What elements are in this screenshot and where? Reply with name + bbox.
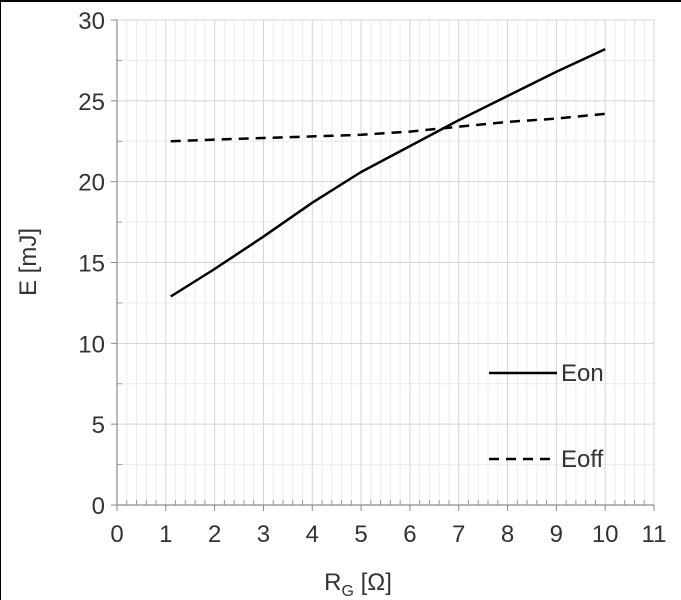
series-lines	[170, 47, 606, 298]
y-tick-label: 5	[92, 412, 105, 439]
x-tick-label: 9	[550, 521, 563, 548]
grid	[116, 19, 655, 506]
legend: Eon Eoff	[489, 360, 604, 473]
x-tick-label: 4	[306, 521, 319, 548]
y-tick-label: 30	[78, 8, 105, 35]
x-tick-label: 3	[257, 521, 270, 548]
x-tick-label: 1	[159, 521, 172, 548]
axes	[111, 19, 655, 511]
x-tick-label: 2	[208, 521, 221, 548]
x-tick-label: 10	[592, 521, 619, 548]
y-tick-label: 0	[92, 493, 105, 520]
x-tick-label: 0	[110, 521, 123, 548]
x-tick-label: 6	[403, 521, 416, 548]
tick-labels: 0 1 2 3 4 5 6 7 8 9 10 11 0 5 10 15 20 25 30	[78, 8, 666, 548]
x-tick-label: 5	[354, 521, 367, 548]
x-axis-title: RG [Ω]	[324, 569, 392, 600]
series-line-eoff	[170, 112, 606, 143]
y-tick-label: 10	[78, 331, 105, 358]
y-axis-title: E [mJ]	[15, 228, 42, 296]
legend-label-eoff: Eoff	[561, 446, 604, 473]
series-line-eon	[170, 47, 606, 298]
legend-label-eon: Eon	[561, 360, 604, 387]
x-axis-title-subscript: G	[341, 583, 353, 600]
y-tick-label: 25	[78, 89, 105, 116]
x-axis-title-main: R	[324, 569, 341, 596]
y-tick-label: 15	[78, 251, 105, 278]
x-tick-label: 11	[642, 521, 667, 548]
y-tick-label: 20	[78, 170, 105, 197]
x-axis-title-unit: [Ω]	[354, 569, 392, 596]
x-tick-label: 7	[452, 521, 465, 548]
x-tick-label: 8	[501, 521, 514, 548]
